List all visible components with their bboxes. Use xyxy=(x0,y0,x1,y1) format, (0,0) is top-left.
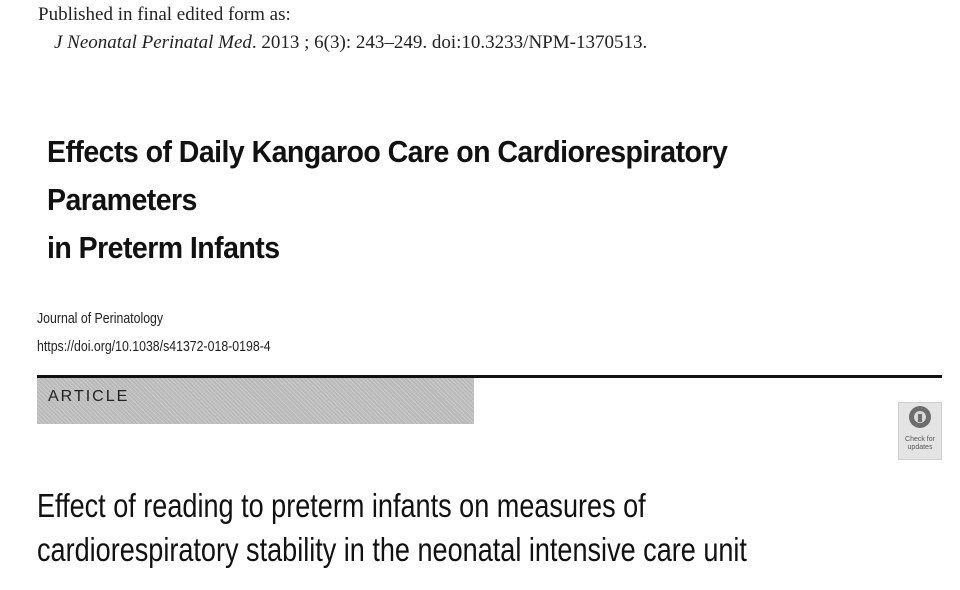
paper2-title: Effect of reading to preterm infants on … xyxy=(37,484,775,572)
paper1-title-line2: in Preterm Infants xyxy=(47,230,280,265)
published-label: Published in final edited form as: xyxy=(38,4,291,25)
citation-line: J Neonatal Perinatal Med. 2013 ; 6(3): 2… xyxy=(54,32,647,54)
article-label: ARTICLE xyxy=(48,388,130,405)
section-divider xyxy=(37,375,942,378)
paper1-title: Effects of Daily Kangaroo Care on Cardio… xyxy=(47,128,857,272)
check-for-updates-text: Check for updates xyxy=(899,436,941,452)
paper2-title-line1: Effect of reading to preterm infants on … xyxy=(37,487,646,524)
doi-link[interactable]: https://doi.org/10.1038/s41372-018-0198-… xyxy=(37,339,271,355)
paper1-title-line1: Effects of Daily Kangaroo Care on Cardio… xyxy=(47,134,728,217)
check-for-updates-badge[interactable]: Check for updates xyxy=(898,402,942,460)
badge-line1: Check for xyxy=(905,436,935,443)
check-for-updates-icon xyxy=(909,406,931,428)
article-section-band: ARTICLE xyxy=(37,378,474,424)
journal-name: Journal of Perinatology xyxy=(37,311,164,327)
citation-journal: J Neonatal Perinatal Med xyxy=(54,32,252,53)
citation-details: . 2013 ; 6(3): 243–249. doi:10.3233/NPM-… xyxy=(251,32,648,53)
badge-line2: updates xyxy=(907,444,933,451)
paper2-title-line2: cardiorespiratory stability in the neona… xyxy=(37,531,747,568)
